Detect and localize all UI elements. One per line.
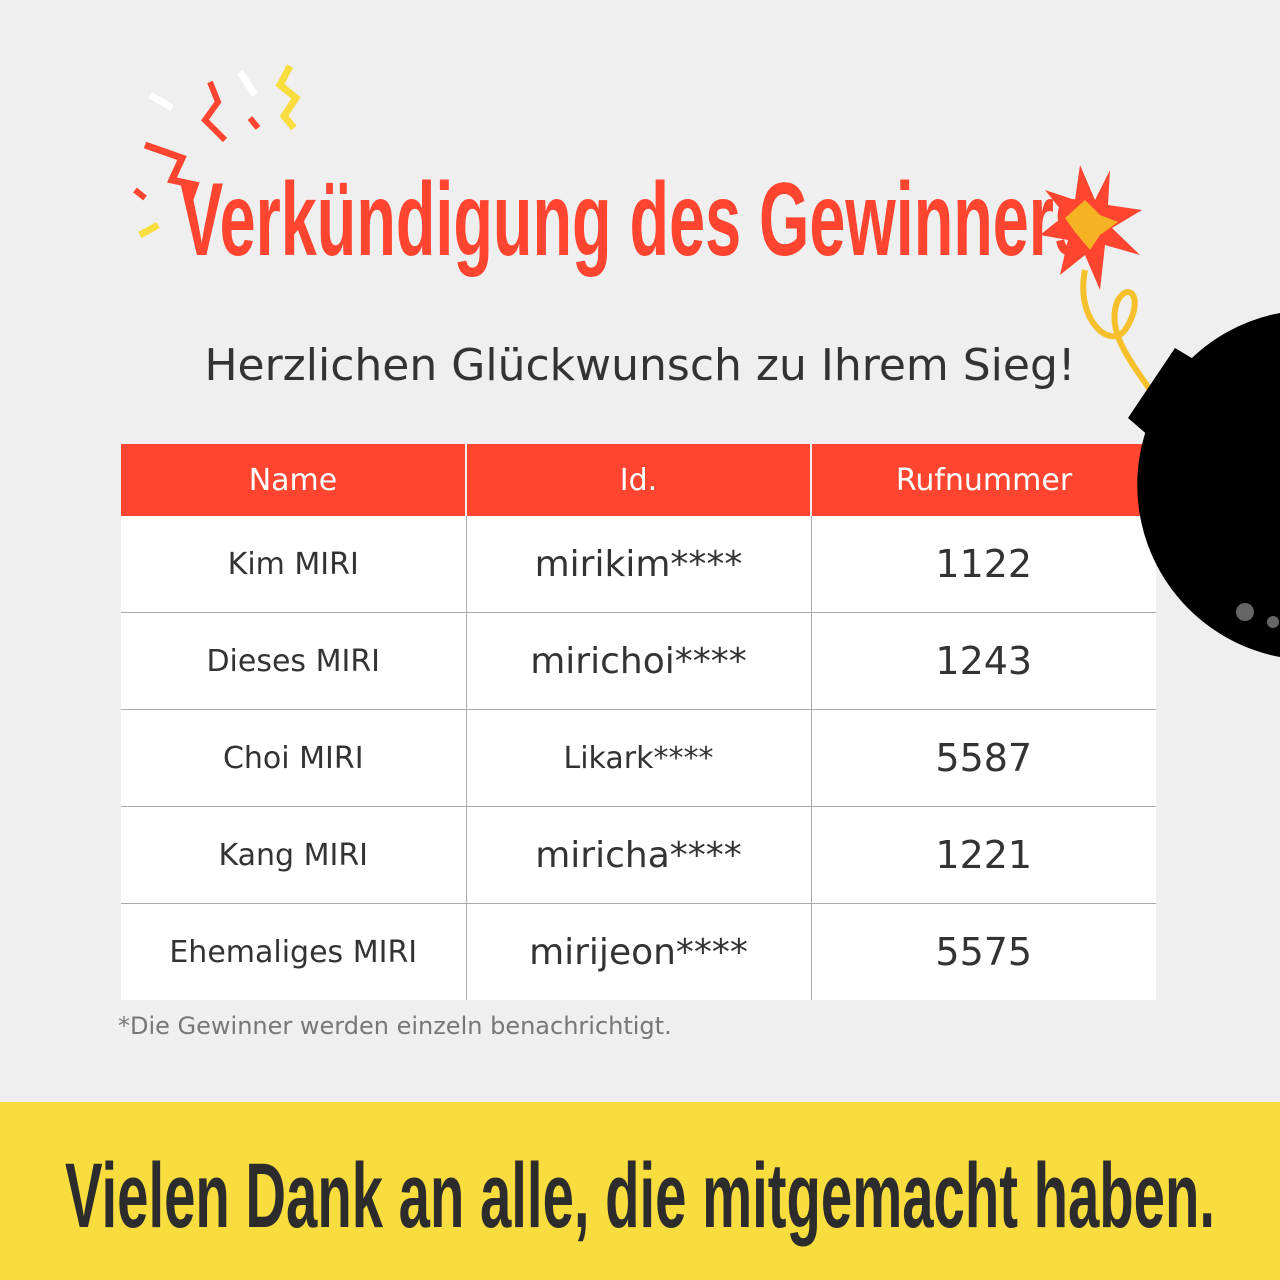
cell-name: Kim MIRI <box>121 516 467 613</box>
winners-table: Name Id. Rufnummer Kim MIRI mirikim**** 11… <box>121 444 1156 1000</box>
header-name: Name <box>121 444 467 516</box>
page-title: Verkündigung des Gewinners <box>180 162 1090 278</box>
cell-id: miricha**** <box>466 806 812 904</box>
table-row: Choi MIRI Likark**** 5587 <box>121 709 1156 807</box>
cell-phone: 1243 <box>811 612 1156 710</box>
cell-id: mirichoi**** <box>466 612 812 710</box>
cell-phone: 5587 <box>811 709 1156 807</box>
thank-you-banner-text: Vielen Dank an alle, die mitgemacht habe… <box>65 1145 1215 1247</box>
explosion-icon <box>1040 165 1153 392</box>
cell-name: Ehemaliges MIRI <box>121 903 467 1000</box>
cell-name: Choi MIRI <box>121 709 467 807</box>
cell-name: Kang MIRI <box>121 806 467 904</box>
table-row: Kang MIRI miricha**** 1221 <box>121 806 1156 904</box>
cell-name: Dieses MIRI <box>121 612 467 710</box>
cell-id: Likark**** <box>466 709 812 807</box>
table-row: Ehemaliges MIRI mirijeon**** 5575 <box>121 903 1156 1000</box>
cell-phone: 1221 <box>811 806 1156 904</box>
subtitle: Herzlichen Glückwunsch zu Ihrem Sieg! <box>204 340 1076 391</box>
table-row: Dieses MIRI mirichoi**** 1243 <box>121 612 1156 710</box>
header-id: Id. <box>466 444 812 516</box>
confetti-decoration <box>133 64 301 239</box>
table-row: Kim MIRI mirikim**** 1122 <box>121 516 1156 613</box>
footnote: *Die Gewinner werden einzeln benachricht… <box>118 1012 672 1040</box>
svg-text:Verkündigung des Gewinners: Verkündigung des Gewinners <box>180 162 1090 278</box>
table-header-row: Name Id. Rufnummer <box>121 444 1156 516</box>
cell-id: mirijeon**** <box>466 903 812 1000</box>
cell-phone: 5575 <box>811 903 1156 1000</box>
header-phone: Rufnummer <box>811 444 1156 516</box>
thank-you-text: Vielen Dank an alle, die mitgemacht habe… <box>65 1145 1215 1247</box>
cell-id: mirikim**** <box>466 516 812 613</box>
cell-phone: 1122 <box>935 542 1033 586</box>
bomb-icon <box>1128 313 1280 657</box>
footer-banner: Vielen Dank an alle, die mitgemacht habe… <box>0 1102 1280 1280</box>
